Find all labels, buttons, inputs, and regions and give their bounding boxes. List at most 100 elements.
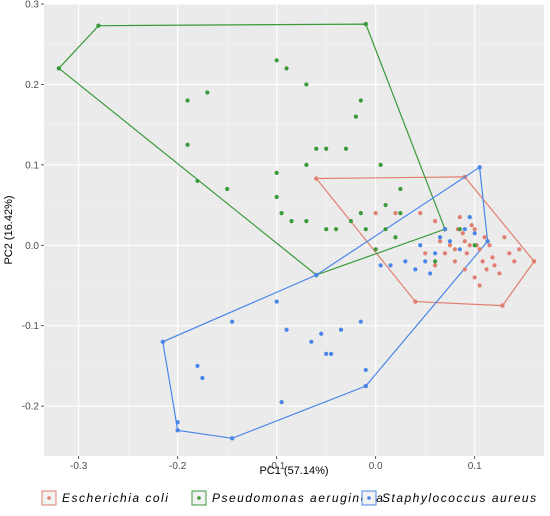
hull-vertex-pseudomonas-aeruginosa	[96, 23, 101, 28]
point-escherichia-coli	[484, 267, 489, 272]
y-axis-ticks: -0.2 -0.1 0.0 0.1 0.2 0.3	[22, 0, 44, 413]
point-staphylococcus-aureus	[423, 259, 428, 264]
hull-vertex-staphylococcus-aureus	[160, 339, 166, 344]
point-staphylococcus-aureus	[319, 331, 324, 336]
point-pseudomonas-aeruginosa	[358, 98, 363, 103]
point-escherichia-coli	[477, 283, 482, 288]
point-staphylococcus-aureus	[230, 319, 235, 324]
point-escherichia-coli	[442, 251, 448, 256]
point-pseudomonas-aeruginosa	[289, 219, 294, 224]
point-pseudomonas-aeruginosa	[343, 146, 349, 151]
point-staphylococcus-aureus	[329, 351, 334, 356]
point-staphylococcus-aureus	[413, 267, 418, 272]
x-tick-label: -0.1	[268, 461, 286, 472]
group-hulls	[56, 21, 537, 441]
point-pseudomonas-aeruginosa	[383, 227, 388, 232]
hull-vertex-escherichia-coli	[531, 259, 537, 264]
hull-vertex-staphylococcus-aureus	[477, 165, 482, 170]
legend-dot-staphylococcus-aureus	[367, 496, 371, 500]
point-escherichia-coli	[492, 263, 497, 268]
point-escherichia-coli	[462, 267, 467, 272]
point-pseudomonas-aeruginosa	[457, 227, 462, 232]
point-pseudomonas-aeruginosa	[279, 211, 284, 216]
x-tick-label: -0.2	[169, 461, 187, 472]
x-axis-ticks: -0.3 -0.2 -0.1 0.0 0.1	[70, 456, 482, 472]
point-pseudomonas-aeruginosa	[333, 227, 339, 232]
point-pseudomonas-aeruginosa	[398, 186, 403, 192]
point-pseudomonas-aeruginosa	[353, 114, 358, 119]
point-pseudomonas-aeruginosa	[358, 211, 363, 216]
point-staphylococcus-aureus	[279, 400, 284, 405]
point-staphylococcus-aureus	[442, 227, 448, 232]
x-tick-label: 0.1	[468, 461, 482, 472]
point-staphylococcus-aureus	[363, 367, 368, 373]
point-staphylococcus-aureus	[432, 251, 438, 256]
point-staphylococcus-aureus	[338, 327, 344, 332]
point-staphylococcus-aureus	[309, 339, 314, 344]
point-staphylococcus-aureus	[403, 259, 408, 264]
hull-staphylococcus-aureus	[162, 166, 489, 439]
x-tick-label: 0.0	[369, 461, 383, 472]
point-staphylococcus-aureus	[195, 363, 200, 369]
point-escherichia-coli	[418, 211, 423, 216]
point-pseudomonas-aeruginosa	[304, 82, 309, 87]
point-pseudomonas-aeruginosa	[225, 186, 230, 192]
hull-vertex-pseudomonas-aeruginosa	[56, 66, 62, 71]
legend-dot-pseudomonas-aeruginosa	[197, 496, 201, 500]
hull-vertex-escherichia-coli	[500, 303, 505, 308]
point-pseudomonas-aeruginosa	[274, 170, 279, 175]
point-escherichia-coli	[497, 271, 502, 276]
x-tick-label: -0.3	[70, 461, 88, 472]
point-escherichia-coli	[373, 211, 378, 216]
point-pseudomonas-aeruginosa	[378, 162, 383, 167]
point-escherichia-coli	[502, 235, 507, 240]
y-tick-label: -0.1	[22, 321, 40, 332]
point-staphylococcus-aureus	[358, 319, 363, 324]
point-escherichia-coli	[452, 259, 457, 264]
point-pseudomonas-aeruginosa	[398, 211, 403, 216]
point-pseudomonas-aeruginosa	[185, 98, 190, 103]
legend-label-pseudomonas-aeruginosa: Pseudomonas aeruginosa	[212, 491, 384, 505]
y-axis-title: PC2 (16.42%)	[3, 195, 15, 264]
hull-escherichia-coli	[315, 176, 535, 307]
legend-label-staphylococcus-aureus: Staphylococcus aureus	[382, 491, 538, 505]
panel-background	[44, 4, 544, 456]
hull-pseudomonas-aeruginosa	[58, 23, 446, 276]
point-pseudomonas-aeruginosa	[383, 202, 388, 208]
hull-vertex-staphylococcus-aureus	[314, 272, 319, 278]
point-escherichia-coli	[482, 235, 487, 240]
point-pseudomonas-aeruginosa	[185, 142, 190, 147]
point-staphylococcus-aureus	[462, 227, 467, 232]
point-staphylococcus-aureus	[324, 351, 329, 356]
point-escherichia-coli	[432, 263, 438, 268]
data-points	[175, 58, 522, 425]
legend: Escherichia coli Pseudomonas aeruginosaSt…	[41, 490, 538, 506]
point-pseudomonas-aeruginosa	[274, 58, 279, 63]
hull-vertex-pseudomonas-aeruginosa	[363, 21, 368, 27]
point-escherichia-coli	[469, 223, 474, 228]
point-pseudomonas-aeruginosa	[363, 227, 368, 232]
point-pseudomonas-aeruginosa	[432, 259, 438, 264]
point-escherichia-coli	[512, 259, 517, 264]
point-escherichia-coli	[423, 251, 428, 256]
point-escherichia-coli	[452, 247, 457, 252]
point-pseudomonas-aeruginosa	[304, 219, 309, 224]
hull-vertex-escherichia-coli	[314, 176, 319, 181]
point-pseudomonas-aeruginosa	[284, 66, 289, 71]
y-tick-label: 0.2	[25, 80, 39, 91]
point-escherichia-coli	[472, 227, 477, 232]
point-pseudomonas-aeruginosa	[373, 247, 378, 252]
point-pseudomonas-aeruginosa	[205, 90, 210, 95]
y-tick-label: -0.2	[22, 402, 40, 413]
point-staphylococcus-aureus	[457, 247, 462, 252]
point-staphylococcus-aureus	[378, 263, 383, 268]
minor-gridlines	[44, 4, 544, 456]
point-pseudomonas-aeruginosa	[348, 219, 354, 224]
point-escherichia-coli	[462, 239, 467, 244]
point-staphylococcus-aureus	[467, 215, 472, 220]
point-escherichia-coli	[437, 239, 443, 244]
point-pseudomonas-aeruginosa	[314, 146, 319, 151]
point-escherichia-coli	[480, 259, 485, 264]
y-tick-label: 0.3	[25, 0, 39, 11]
